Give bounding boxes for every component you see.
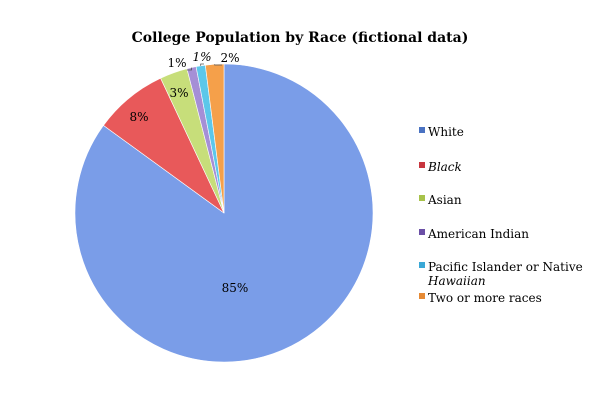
legend-item: Two or more races [419,291,542,305]
chart-title: College Population by Race (fictional da… [132,30,469,46]
pie-slice-two-or-more-races [204,63,225,214]
legend-label: Two or more races [428,291,542,305]
data-label: 2% [220,51,239,65]
data-label: 3% [169,86,188,100]
legend-item: American Indian [419,227,529,241]
leader-line [200,63,204,66]
legend-swatch [419,293,425,299]
legend-swatch [419,229,425,235]
legend-label: Black [427,160,462,174]
legend-label: Hawaiian [427,274,486,288]
data-label: 85% [222,281,249,295]
data-label: 1% [167,56,186,70]
legend-item: Black [419,160,462,174]
legend-item: White [419,125,464,139]
leader-line [214,64,222,66]
legend-label: American Indian [427,227,529,241]
leader-line [187,67,192,71]
legend-label: Pacific Islander or Native [428,260,583,274]
data-label: 8% [129,110,148,124]
legend-swatch [419,162,425,168]
legend-swatch [419,127,425,133]
legend-item: Asian [419,193,462,207]
legend-label: White [428,125,464,139]
data-label: 1% [192,50,211,64]
legend-swatch [419,262,425,268]
legend-swatch [419,195,425,201]
legend-label: Asian [427,193,462,207]
